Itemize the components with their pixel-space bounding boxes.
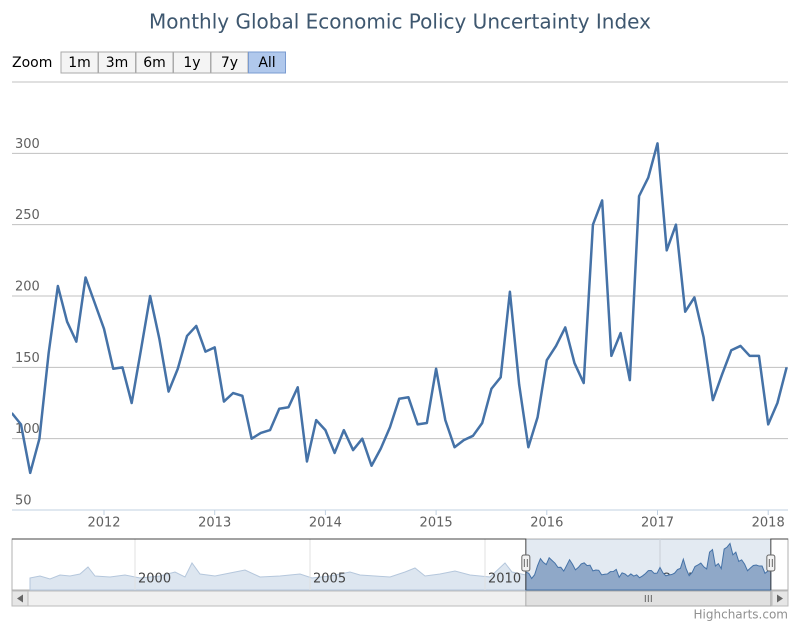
range-buttons: 1m 3m 6m 1y 7y All	[60, 51, 286, 74]
x-tick-label: 2013	[198, 516, 231, 531]
range-button[interactable]	[248, 51, 286, 74]
navigator-outline	[12, 538, 788, 590]
scrollbar-thumb[interactable]	[525, 590, 772, 607]
handle-grip	[523, 559, 528, 567]
arrow-left	[17, 594, 23, 603]
y-tick-label: 250	[15, 208, 40, 223]
x-tick-label: 2018	[752, 516, 785, 531]
navigator-label: 2000	[138, 572, 171, 587]
plot	[12, 142, 788, 475]
x-tick-label: 2014	[309, 516, 342, 531]
y-tick-label: 200	[15, 280, 40, 295]
range-button-label: 1y	[183, 55, 200, 71]
arrow-right	[777, 594, 783, 603]
navigator-history	[29, 562, 527, 591]
credits: Highcharts.com	[694, 608, 788, 622]
range-button-label: 3m	[106, 55, 129, 71]
x-tick-label: 2015	[420, 516, 453, 531]
range-button-label: 7y	[221, 55, 238, 71]
chart-title: Monthly Global Economic Policy Uncertain…	[149, 10, 651, 34]
range-button-label: 6m	[143, 55, 166, 71]
navigator-handle[interactable]	[766, 554, 776, 572]
navigator-area	[525, 542, 772, 591]
navigator-label: 2005	[313, 572, 346, 587]
handle-grip	[768, 559, 773, 567]
navigator-series: 2000200520102015	[12, 538, 788, 591]
x-tick-label: 2017	[641, 516, 674, 531]
x-tick-label: 2016	[530, 516, 563, 531]
series-line	[12, 142, 788, 475]
x-tick-label: 2012	[87, 516, 120, 531]
navigator-handle[interactable]	[521, 554, 531, 572]
thumb-grip	[644, 595, 652, 602]
grid: 50 100 150 200 250 300 2012 2013 2014 2015 2016 201…	[12, 137, 788, 531]
zoom-label: Zoom	[12, 55, 52, 71]
y-tick-label: 100	[15, 422, 40, 437]
range-button-label: 1m	[68, 55, 91, 71]
y-tick-label: 50	[15, 494, 32, 509]
range-button-label: All	[258, 55, 275, 71]
y-tick-label: 150	[15, 351, 40, 366]
y-tick-label: 300	[15, 137, 40, 152]
navigator-label: 2010	[488, 572, 521, 587]
